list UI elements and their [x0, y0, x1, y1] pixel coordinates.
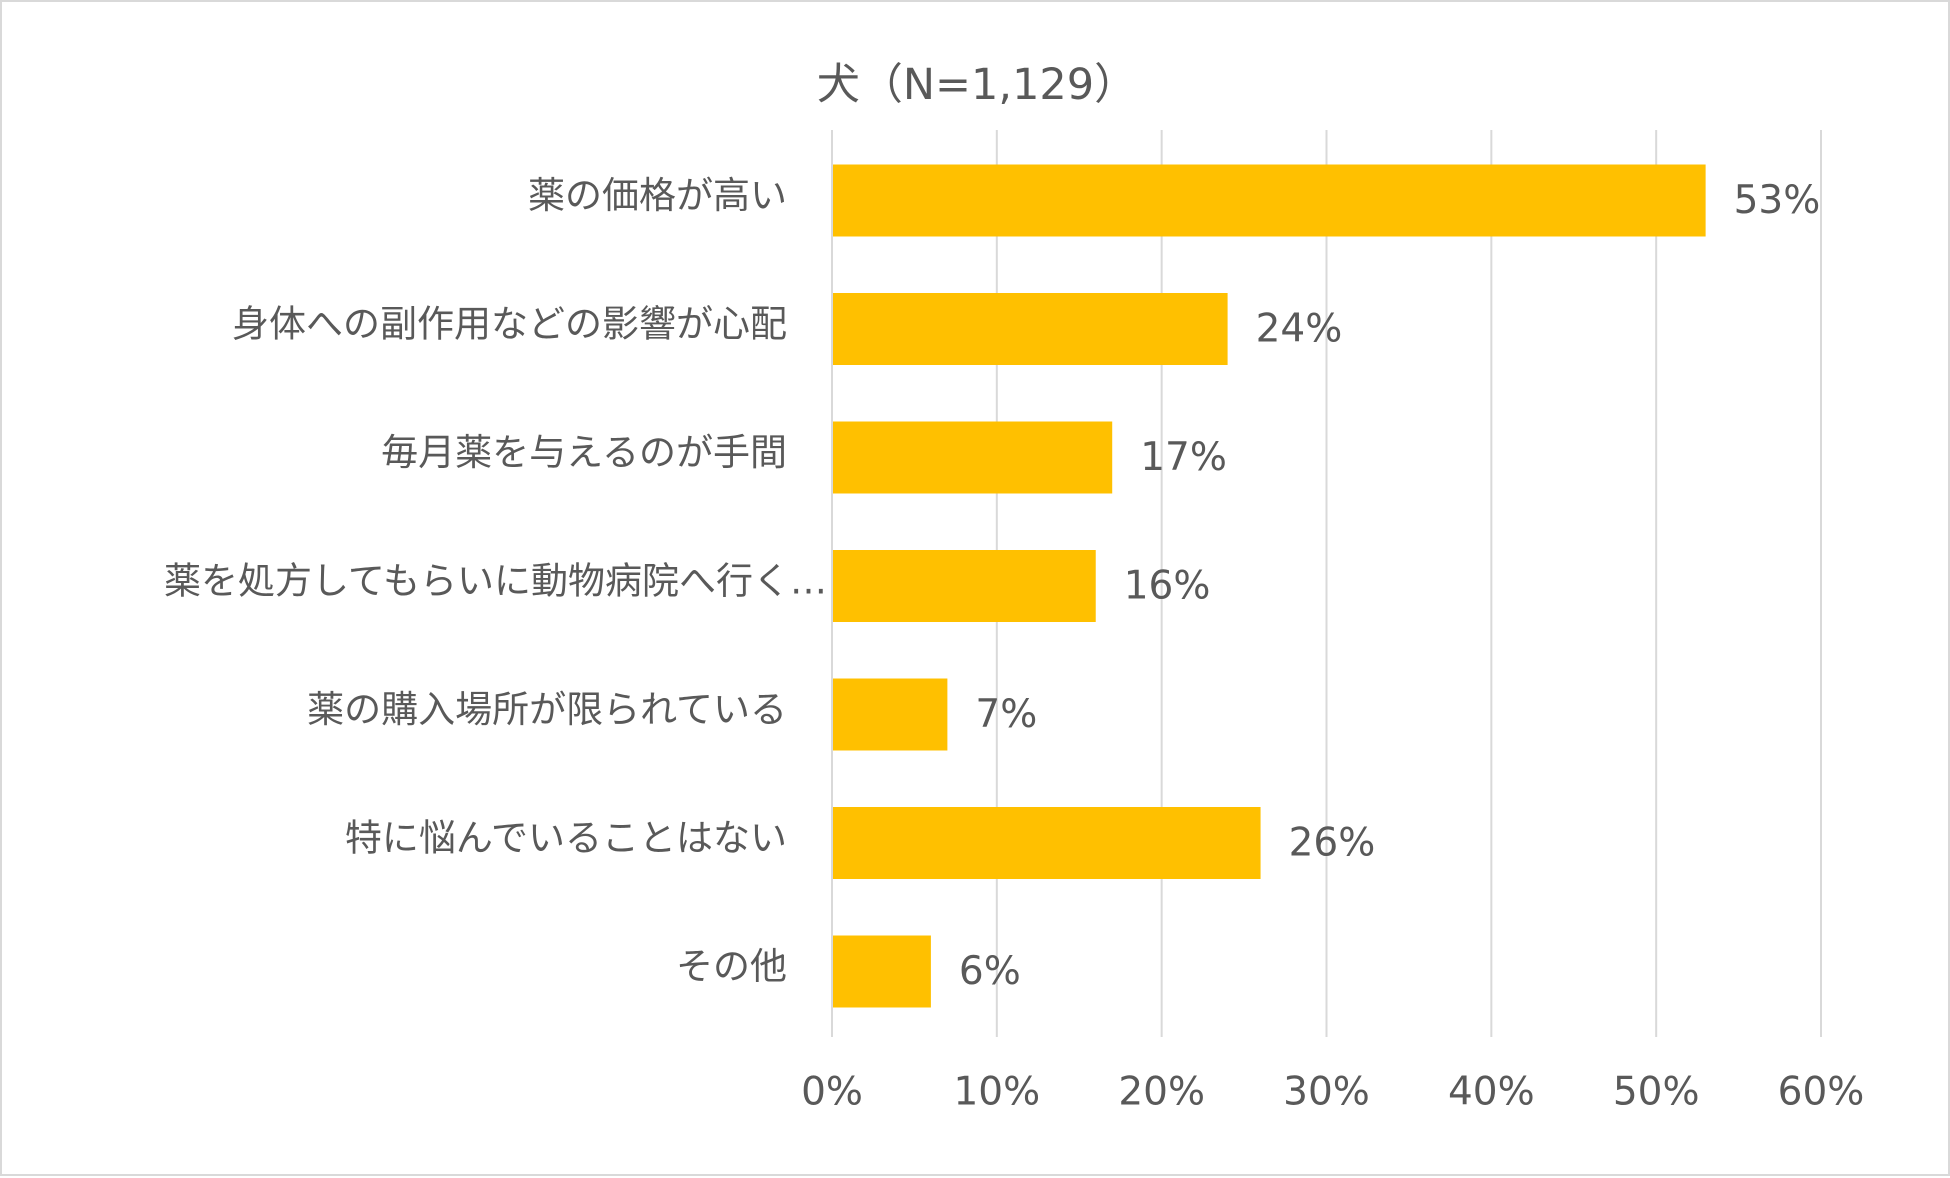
- bar-3: [833, 550, 1096, 622]
- chart-title: 犬（N=1,129）: [816, 60, 1138, 110]
- x-tick-label-0: 0%: [801, 1070, 863, 1115]
- x-tick-label-60: 60%: [1778, 1070, 1865, 1115]
- bar-5: [833, 807, 1261, 879]
- category-label-5: 特に悩んでいることはない: [345, 817, 787, 860]
- x-tick-label-10: 10%: [953, 1070, 1040, 1115]
- bar-0: [833, 164, 1706, 237]
- x-tick-label-50: 50%: [1613, 1070, 1700, 1115]
- data-label-2: 17%: [1140, 435, 1227, 480]
- bar-1: [833, 293, 1228, 365]
- data-label-5: 26%: [1289, 821, 1376, 866]
- data-label-6: 6%: [959, 949, 1021, 994]
- category-label-1: 身体への副作用などの影響が心配: [232, 303, 787, 346]
- x-tick-label-30: 30%: [1283, 1070, 1370, 1115]
- bar-2: [833, 421, 1113, 494]
- data-label-4: 7%: [975, 692, 1037, 737]
- bar-6: [833, 935, 931, 1008]
- category-label-0: 薬の価格が高い: [528, 174, 787, 217]
- category-label-6: その他: [676, 945, 787, 988]
- category-label-2: 毎月薬を与えるのが手間: [381, 431, 787, 474]
- data-label-3: 16%: [1124, 564, 1211, 609]
- x-tick-label-40: 40%: [1448, 1070, 1535, 1115]
- category-label-3: 薬を処方してもらいに動物病院へ行く…: [164, 560, 827, 603]
- bar-4: [833, 678, 948, 751]
- data-label-1: 24%: [1256, 307, 1343, 352]
- x-tick-label-20: 20%: [1118, 1070, 1205, 1115]
- data-label-0: 53%: [1734, 178, 1821, 223]
- category-label-4: 薬の購入場所が限られている: [307, 688, 787, 731]
